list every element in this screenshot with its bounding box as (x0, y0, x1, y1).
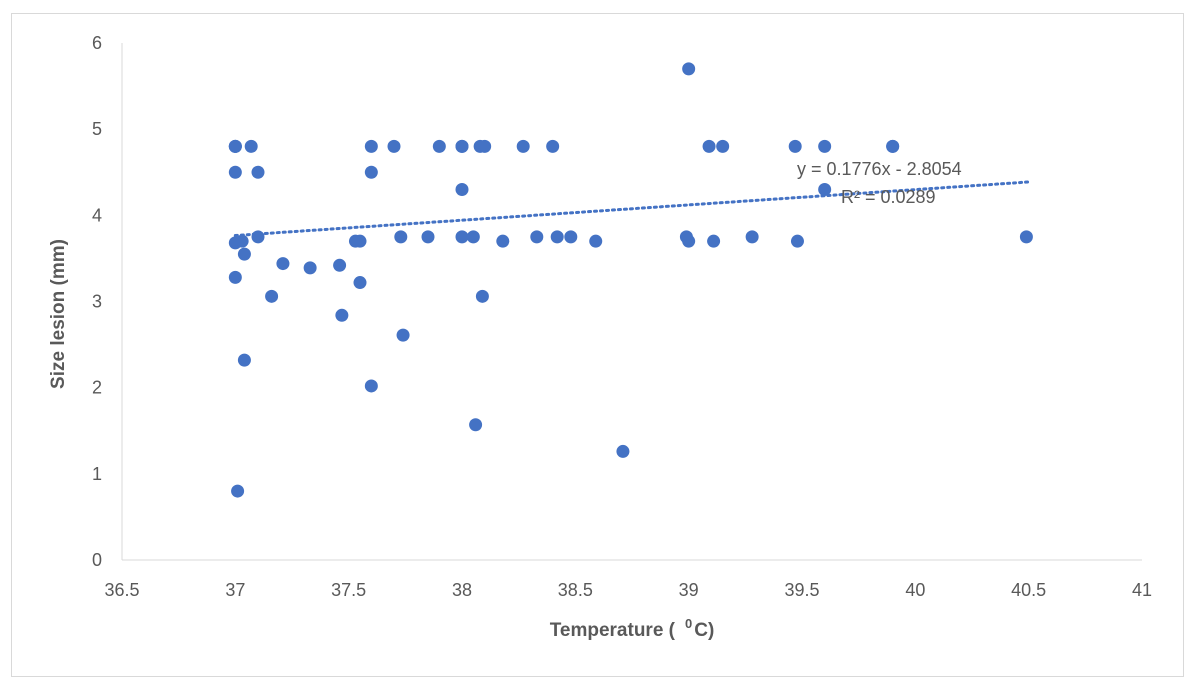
data-point (745, 230, 759, 244)
x-tick-labels: 36.5 37 37.5 38 38.5 39 39.5 40 40.5 41 (104, 580, 1152, 600)
data-point (550, 230, 564, 244)
data-point (455, 182, 469, 196)
data-point (421, 230, 435, 244)
data-point (478, 139, 492, 153)
data-point (237, 247, 251, 261)
trendline-equation: y = 0.1776x - 2.8054 (797, 159, 962, 179)
y-tick-label: 6 (92, 33, 102, 53)
data-point (469, 418, 483, 432)
data-point (251, 230, 265, 244)
x-tick-label: 39 (679, 580, 699, 600)
data-point (516, 139, 530, 153)
data-point (455, 139, 469, 153)
data-point (564, 230, 578, 244)
data-point (333, 258, 347, 272)
data-point (244, 139, 258, 153)
data-point (530, 230, 544, 244)
data-point (818, 139, 832, 153)
y-axis-title: Size lesion (mm) (48, 239, 69, 389)
y-tick-label: 2 (92, 378, 102, 398)
data-point (394, 230, 408, 244)
data-point (335, 308, 349, 322)
data-point (707, 234, 721, 248)
data-point (496, 234, 510, 248)
data-point (466, 230, 480, 244)
data-point (353, 276, 367, 290)
data-point (616, 444, 630, 458)
data-point (455, 230, 469, 244)
data-point (364, 139, 378, 153)
data-point (364, 165, 378, 179)
data-point (432, 139, 446, 153)
data-point (228, 270, 242, 284)
x-tick-label: 38 (452, 580, 472, 600)
x-tick-label: 41 (1132, 580, 1152, 600)
data-point (682, 62, 696, 76)
x-tick-label: 40.5 (1011, 580, 1046, 600)
data-points (228, 62, 1033, 498)
trendline-group (233, 180, 1031, 238)
data-point (387, 139, 401, 153)
data-point (589, 234, 603, 248)
data-point (702, 139, 716, 153)
data-point (228, 139, 242, 153)
x-tick-label: 38.5 (558, 580, 593, 600)
data-point (716, 139, 730, 153)
x-tick-label: 37 (225, 580, 245, 600)
y-tick-label: 4 (92, 205, 102, 225)
x-axis-title: Temperature ( 0 C) (550, 616, 715, 641)
data-point (682, 234, 696, 248)
data-point (235, 234, 249, 248)
data-point (546, 139, 560, 153)
data-point (790, 234, 804, 248)
x-tick-label: 36.5 (104, 580, 139, 600)
y-tick-label: 0 (92, 550, 102, 570)
x-tick-label: 40 (905, 580, 925, 600)
x-axis-title-superscript: 0 (685, 616, 692, 631)
x-tick-label: 37.5 (331, 580, 366, 600)
y-tick-label: 3 (92, 292, 102, 312)
data-point (265, 289, 279, 303)
y-tick-labels: 0 1 2 3 4 5 6 (92, 33, 102, 570)
x-axis-title-main: Temperature ( (550, 620, 676, 641)
y-tick-label: 1 (92, 464, 102, 484)
trendline-r-squared: R² = 0.0289 (841, 187, 936, 207)
scatter-chart: 36.5 37 37.5 38 38.5 39 39.5 40 40.5 41 0 1 2 3 4 5 6 y… (48, 33, 1152, 641)
data-point (364, 379, 378, 393)
data-point (276, 257, 290, 271)
x-tick-label: 39.5 (784, 580, 819, 600)
data-point (231, 484, 245, 498)
trendline (233, 180, 1031, 238)
axes (121, 43, 1142, 561)
data-point (886, 139, 900, 153)
x-axis-title-suffix: C) (694, 620, 714, 641)
data-point (1019, 230, 1033, 244)
data-point (237, 353, 251, 367)
data-point (228, 165, 242, 179)
data-point (396, 328, 410, 342)
y-tick-label: 5 (92, 119, 102, 139)
data-point (303, 261, 317, 275)
data-point (251, 165, 265, 179)
data-point (353, 234, 367, 248)
data-point (475, 289, 489, 303)
chart-frame: 36.5 37 37.5 38 38.5 39 39.5 40 40.5 41 0 1 2 3 4 5 6 y… (11, 13, 1184, 677)
data-point (788, 139, 802, 153)
data-point (818, 182, 832, 196)
